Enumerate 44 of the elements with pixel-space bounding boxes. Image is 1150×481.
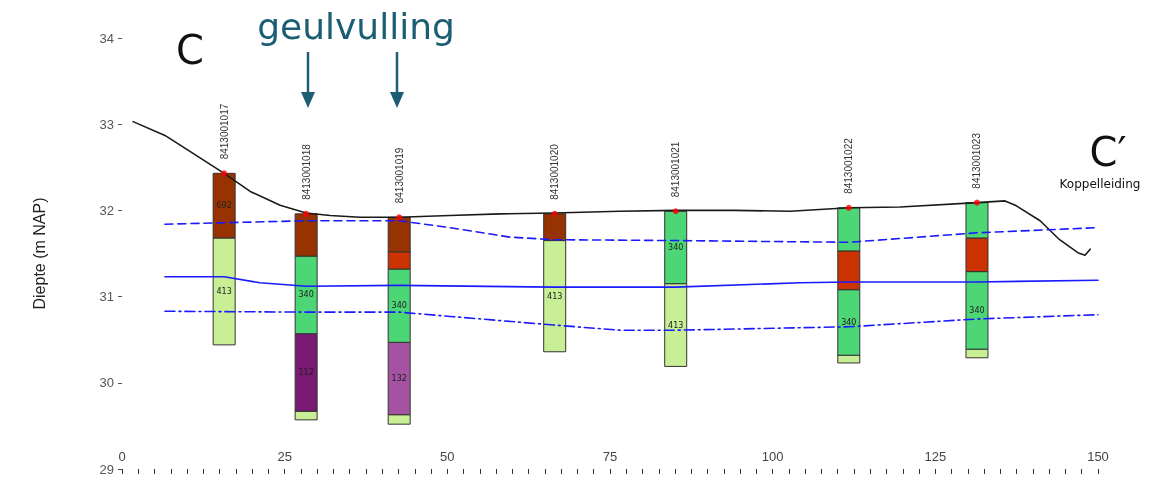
x-tick-label: 75 (602, 449, 618, 464)
annotation: 132 (391, 373, 407, 383)
y-tick-label: 31 (99, 289, 114, 305)
annotation: 340 (668, 242, 684, 252)
annotation: 413 (547, 291, 563, 301)
annotation: 8413001017 (218, 103, 230, 160)
y-tick-label: 30 (99, 375, 114, 391)
y-tick-label: 32 (99, 202, 114, 218)
point (551, 210, 558, 217)
y-tick-label: 33 (99, 116, 114, 132)
point (672, 208, 679, 215)
y-axis-title: Diepte (m NAP) (30, 197, 48, 310)
annotation: 413 (668, 320, 684, 330)
y-tick-label: 29 (99, 461, 114, 477)
annotation: geulvulling (257, 6, 455, 47)
point (303, 210, 310, 217)
point (221, 170, 228, 177)
x-tick-label: 150 (1087, 449, 1109, 464)
annotation: 340 (969, 305, 985, 315)
point (973, 199, 980, 206)
annotation: Koppelleiding (1059, 177, 1141, 191)
annotation: 112 (298, 367, 314, 377)
annotation: 692 (216, 201, 232, 211)
x-tick-label: 100 (761, 449, 784, 464)
line-series (164, 275, 1099, 288)
annotation: 413 (216, 286, 232, 296)
x-tick-label: 125 (924, 449, 947, 464)
annotation: 8413001018 (300, 143, 312, 200)
annotation: 8413001019 (393, 147, 405, 204)
annotation: 340 (391, 301, 407, 311)
annotation: C (176, 27, 204, 73)
annotation: 340 (298, 290, 314, 300)
annotation: 8413001022 (843, 137, 855, 194)
x-tick-label: 50 (440, 449, 455, 464)
annotation: 340 (841, 317, 857, 327)
annotation: 8413001023 (971, 132, 983, 189)
y-tick-label: 34 (99, 30, 114, 46)
point (396, 214, 403, 221)
x-tick-label: 0 (118, 449, 126, 464)
x-tick-label: 25 (277, 449, 292, 464)
annotation: 8413001020 (549, 143, 561, 200)
point (845, 204, 852, 211)
annotation: C′ (1089, 129, 1127, 175)
annotation: 8413001021 (670, 141, 682, 198)
